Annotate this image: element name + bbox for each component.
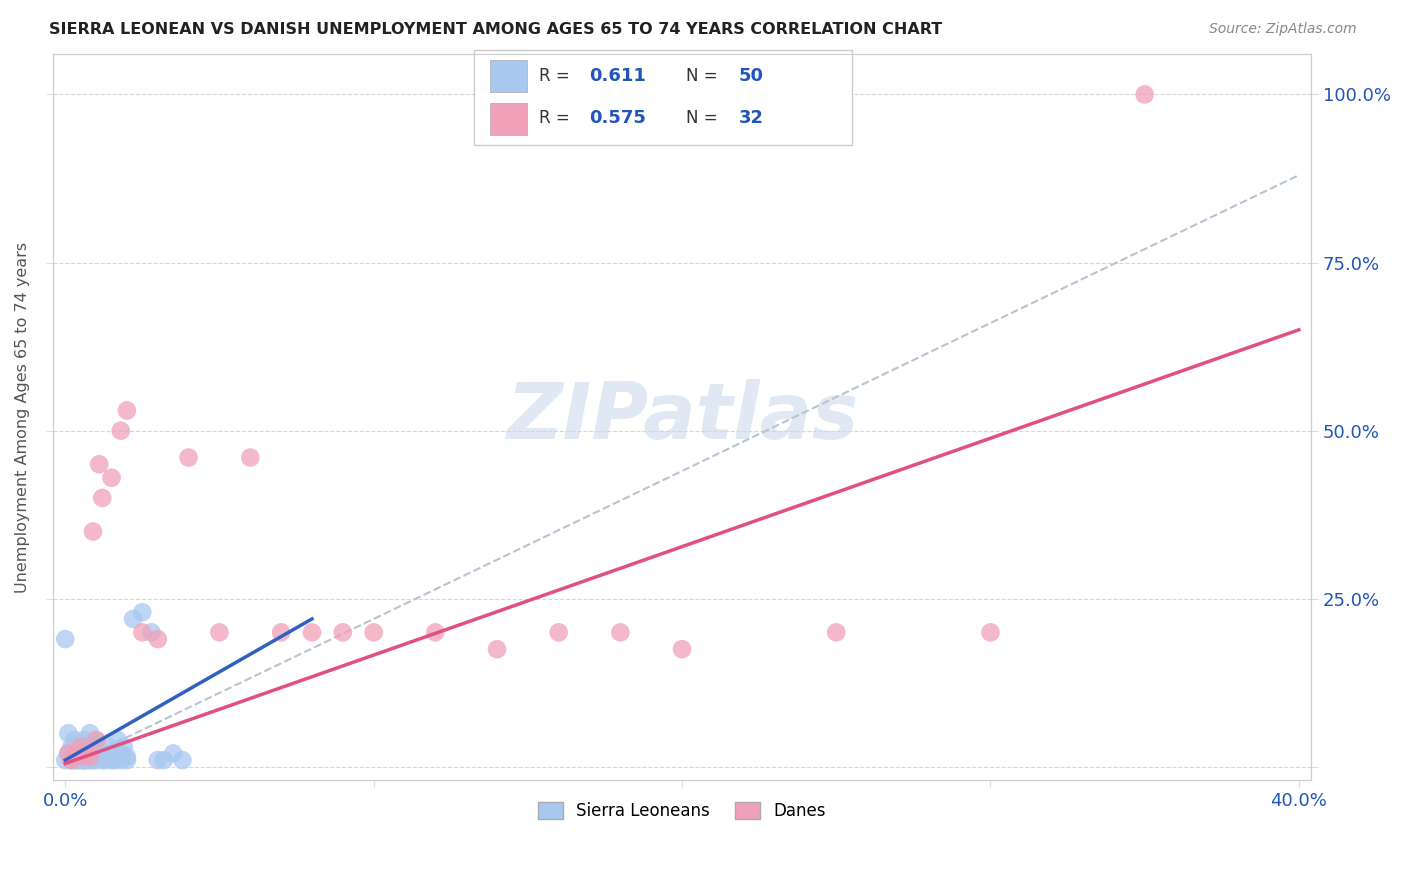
- Point: [270, 625, 292, 640]
- Point: [547, 625, 569, 640]
- Point: [172, 753, 194, 767]
- Point: [76, 753, 98, 767]
- Point: [60, 753, 83, 767]
- Point: [115, 403, 138, 417]
- Point: [301, 625, 323, 640]
- Point: [63, 747, 86, 761]
- Point: [425, 625, 447, 640]
- Point: [60, 753, 83, 767]
- Point: [63, 733, 86, 747]
- Point: [89, 457, 111, 471]
- Point: [110, 424, 132, 438]
- Legend: Sierra Leoneans, Danes: Sierra Leoneans, Danes: [531, 795, 832, 826]
- Point: [146, 753, 169, 767]
- Point: [66, 747, 89, 761]
- Point: [79, 753, 101, 767]
- Point: [141, 625, 163, 640]
- Point: [69, 753, 91, 767]
- Point: [76, 739, 98, 754]
- Point: [1133, 87, 1156, 102]
- Point: [84, 733, 107, 747]
- Point: [53, 632, 76, 646]
- Point: [91, 491, 114, 505]
- Point: [115, 749, 138, 764]
- Point: [110, 747, 132, 761]
- Point: [146, 632, 169, 646]
- Point: [94, 753, 117, 767]
- Point: [60, 753, 83, 767]
- Point: [122, 612, 145, 626]
- Point: [73, 733, 96, 747]
- Point: [66, 753, 89, 767]
- Point: [979, 625, 1001, 640]
- Point: [97, 739, 120, 754]
- Point: [671, 642, 693, 657]
- Point: [73, 749, 96, 764]
- Point: [100, 753, 122, 767]
- Point: [69, 747, 91, 761]
- Point: [58, 747, 80, 761]
- Point: [91, 753, 114, 767]
- Point: [162, 747, 184, 761]
- Point: [332, 625, 354, 640]
- Point: [79, 747, 101, 761]
- Point: [69, 739, 91, 754]
- Point: [82, 524, 104, 539]
- Point: [131, 625, 153, 640]
- Point: [84, 747, 107, 761]
- Point: [63, 753, 86, 767]
- Point: [89, 739, 111, 754]
- Point: [69, 739, 91, 754]
- Point: [73, 753, 96, 767]
- Point: [58, 726, 80, 740]
- Point: [485, 642, 508, 657]
- Point: [110, 753, 132, 767]
- Point: [84, 733, 107, 747]
- Point: [104, 753, 127, 767]
- Point: [82, 739, 104, 754]
- Point: [112, 739, 135, 754]
- Point: [91, 747, 114, 761]
- Point: [107, 733, 129, 747]
- Point: [609, 625, 631, 640]
- Point: [363, 625, 385, 640]
- Point: [239, 450, 262, 465]
- Point: [66, 747, 89, 761]
- Point: [177, 450, 200, 465]
- Point: [58, 747, 80, 761]
- Y-axis label: Unemployment Among Ages 65 to 74 years: Unemployment Among Ages 65 to 74 years: [15, 242, 30, 593]
- Point: [60, 739, 83, 754]
- Point: [73, 753, 96, 767]
- Point: [63, 749, 86, 764]
- Point: [53, 753, 76, 767]
- Point: [84, 753, 107, 767]
- Point: [825, 625, 848, 640]
- Point: [76, 747, 98, 761]
- Text: ZIPatlas: ZIPatlas: [506, 379, 858, 455]
- Point: [66, 753, 89, 767]
- Point: [79, 726, 101, 740]
- Text: Source: ZipAtlas.com: Source: ZipAtlas.com: [1209, 22, 1357, 37]
- Point: [131, 605, 153, 619]
- Point: [100, 471, 122, 485]
- Text: SIERRA LEONEAN VS DANISH UNEMPLOYMENT AMONG AGES 65 TO 74 YEARS CORRELATION CHAR: SIERRA LEONEAN VS DANISH UNEMPLOYMENT AM…: [49, 22, 942, 37]
- Point: [153, 753, 176, 767]
- Point: [79, 749, 101, 764]
- Point: [208, 625, 231, 640]
- Point: [100, 747, 122, 761]
- Point: [115, 753, 138, 767]
- Point: [82, 753, 104, 767]
